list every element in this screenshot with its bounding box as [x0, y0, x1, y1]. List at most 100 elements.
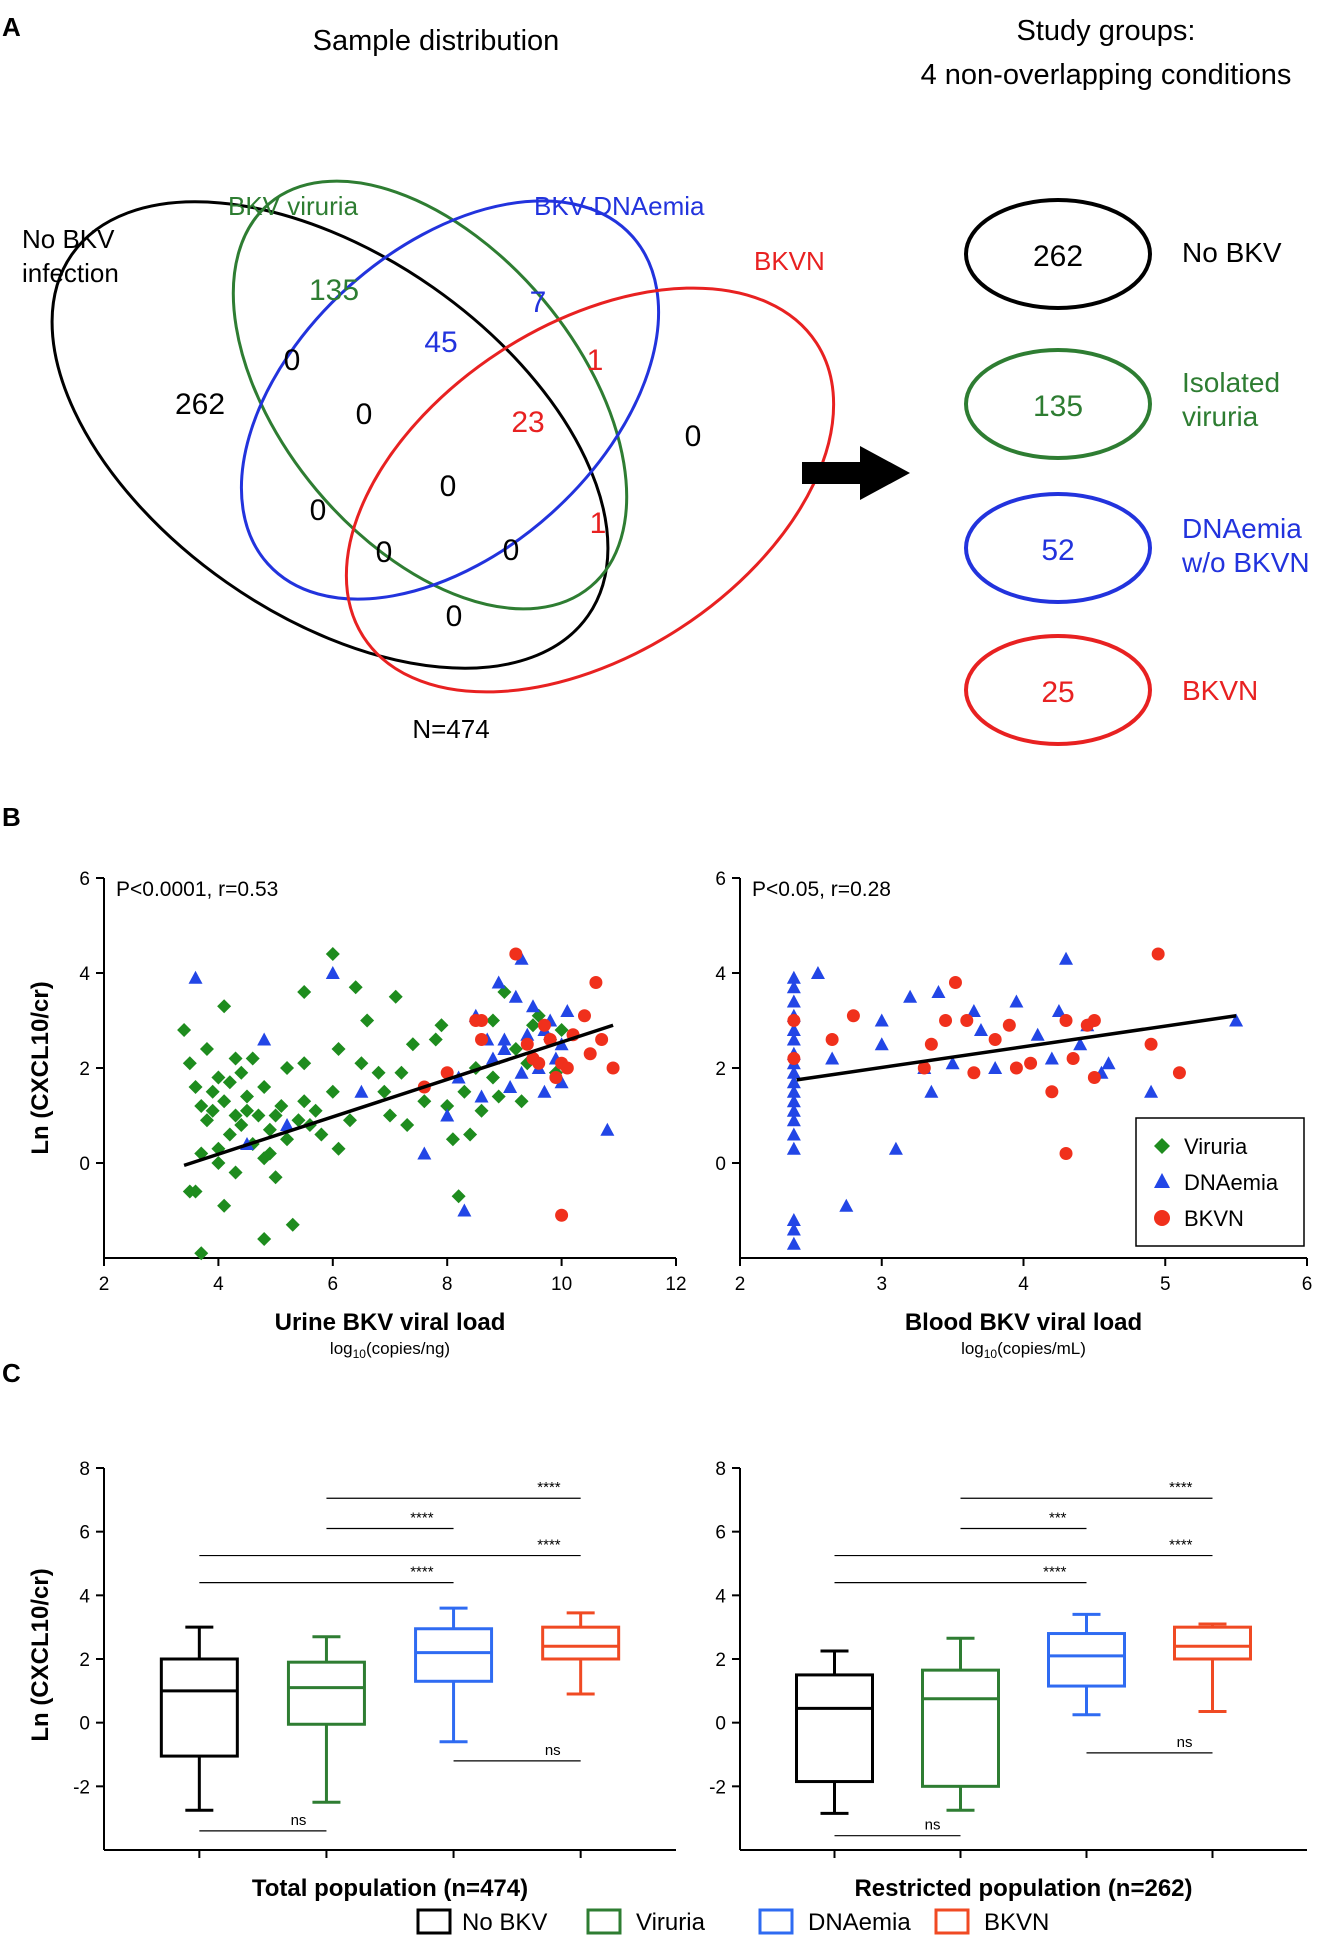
box-iqr	[286, 1660, 366, 1726]
x-tick-label: 5	[1160, 1274, 1171, 1295]
venn-count-zero: 0	[503, 534, 520, 567]
data-point-bkvn	[1087, 1071, 1101, 1084]
data-point-bkvn	[1144, 1037, 1158, 1051]
data-point-viruria	[285, 1217, 300, 1232]
venn-count-viruria-only: 135	[309, 274, 359, 307]
y-tick-label: 2	[715, 1059, 726, 1080]
panel-b-letter: B	[2, 802, 21, 832]
venn-count-dnaemia-bkvn: 1	[587, 344, 604, 377]
x-tick-label: 2	[99, 1274, 110, 1295]
significance-label: ns	[1177, 1734, 1193, 1751]
data-point-dnaemia	[354, 1084, 369, 1098]
data-point-viruria	[205, 1084, 220, 1099]
y-tick-label: 4	[715, 1586, 726, 1607]
x-tick-label: 4	[213, 1274, 224, 1295]
data-point-viruria	[262, 1146, 277, 1161]
venn-label-no-bkv-line1: No BKV	[22, 224, 115, 254]
box-iqr	[1173, 1625, 1252, 1661]
data-point-viruria	[188, 1080, 203, 1094]
data-point-viruria	[268, 1108, 283, 1123]
total-population-boxplot: -2 0 2 4 6 8 Total population (n=474) **** **** *…	[73, 1459, 676, 1902]
data-point-dnaemia	[786, 970, 801, 984]
venn-label-bkvn: BKVN	[754, 246, 825, 276]
data-point-dnaemia	[973, 1023, 988, 1036]
panel-b: B Ln (CXCL10/cr) 0 2 4 6 2 4 6 8 10 12 P<0.0001, r…	[2, 802, 1312, 1361]
data-point-dnaemia	[786, 1113, 801, 1127]
significance-label: ***	[1049, 1509, 1067, 1526]
data-point-viruria	[245, 1051, 260, 1066]
data-point-viruria	[348, 980, 363, 995]
y-tick-label: 0	[715, 1714, 726, 1735]
data-point-dnaemia	[1144, 1084, 1159, 1098]
data-point-bkvn	[509, 947, 523, 961]
data-point-viruria	[182, 1184, 197, 1199]
data-point-dnaemia	[786, 1075, 801, 1089]
x-tick-label: 12	[665, 1274, 686, 1295]
data-point-viruria	[457, 1084, 472, 1099]
venn-count-zero: 0	[440, 470, 457, 503]
data-point-viruria	[194, 1099, 209, 1113]
legend-label-no-bkv: No BKV	[462, 1909, 547, 1936]
data-point-dnaemia	[786, 1141, 801, 1155]
data-point-bkvn	[543, 1033, 557, 1046]
venn-count-viruria-dnaemia-bkvn: 23	[511, 406, 544, 439]
venn-total-n: N=474	[412, 714, 489, 744]
data-point-dnaemia	[945, 1056, 960, 1070]
data-point-viruria	[485, 1070, 500, 1085]
data-point-viruria	[211, 1156, 226, 1170]
x-tick-label: 3	[876, 1274, 887, 1295]
data-point-viruria	[383, 1108, 397, 1123]
unit-log: log	[961, 1339, 984, 1358]
data-point-viruria	[222, 1127, 237, 1142]
data-point-viruria	[474, 1103, 489, 1118]
data-point-dnaemia	[257, 1032, 272, 1046]
data-point-bkvn	[917, 1061, 931, 1075]
data-point-dnaemia	[1009, 994, 1024, 1008]
study-group-count: 135	[1033, 390, 1083, 423]
data-point-dnaemia	[560, 1004, 575, 1017]
significance-label: ns	[291, 1812, 307, 1829]
y-tick-label: 0	[715, 1154, 726, 1175]
data-point-dnaemia	[786, 1094, 801, 1108]
significance-label: ns	[545, 1742, 561, 1759]
legend-label-bkvn: BKVN	[1184, 1206, 1244, 1231]
data-point-bkvn	[1045, 1085, 1059, 1099]
study-group-viruria: 135 Isolated viruria	[964, 348, 1280, 460]
data-point-viruria	[554, 1023, 569, 1037]
x-tick-label: 2	[735, 1274, 746, 1295]
legend-label-viruria: Viruria	[636, 1909, 706, 1936]
study-group-label: w/o BKVN	[1181, 547, 1310, 578]
y-tick-label: 6	[79, 869, 90, 890]
x-tick-label: 6	[1302, 1274, 1313, 1295]
data-point-bkvn	[967, 1066, 981, 1080]
venn-count-dnaemia-only: 7	[530, 286, 547, 319]
x-axis-unit: log10(copies/mL)	[961, 1339, 1086, 1361]
data-point-dnaemia	[497, 1032, 512, 1046]
data-point-viruria	[314, 1127, 329, 1142]
data-point-viruria	[434, 1018, 449, 1033]
data-point-viruria	[342, 1113, 357, 1128]
data-point-bkvn	[948, 976, 962, 989]
data-point-bkvn	[526, 1052, 540, 1065]
data-point-dnaemia	[786, 1032, 801, 1046]
regression-line	[183, 1023, 614, 1168]
data-point-dnaemia	[280, 1118, 295, 1131]
x-axis-unit: log10(copies/ng)	[330, 1339, 450, 1361]
study-group-count: 25	[1041, 676, 1074, 709]
data-point-viruria	[217, 1094, 232, 1109]
panel-a-title-right-line2: 4 non-overlapping conditions	[921, 59, 1292, 91]
correlation-stat: P<0.0001, r=0.53	[116, 878, 278, 901]
y-tick-label: 6	[715, 869, 726, 890]
data-point-bkvn	[1059, 1147, 1073, 1160]
data-point-dnaemia	[786, 980, 801, 994]
venn-label-viruria: BKV viruria	[228, 191, 359, 221]
significance-label: ****	[1169, 1479, 1193, 1496]
significance-label: ****	[1043, 1564, 1067, 1581]
data-point-viruria	[240, 1089, 254, 1104]
data-point-viruria	[297, 1056, 312, 1071]
data-point-viruria	[199, 1113, 214, 1128]
data-point-dnaemia	[786, 1222, 801, 1236]
regression-line	[796, 1014, 1237, 1082]
arrow-right-icon	[802, 446, 910, 500]
